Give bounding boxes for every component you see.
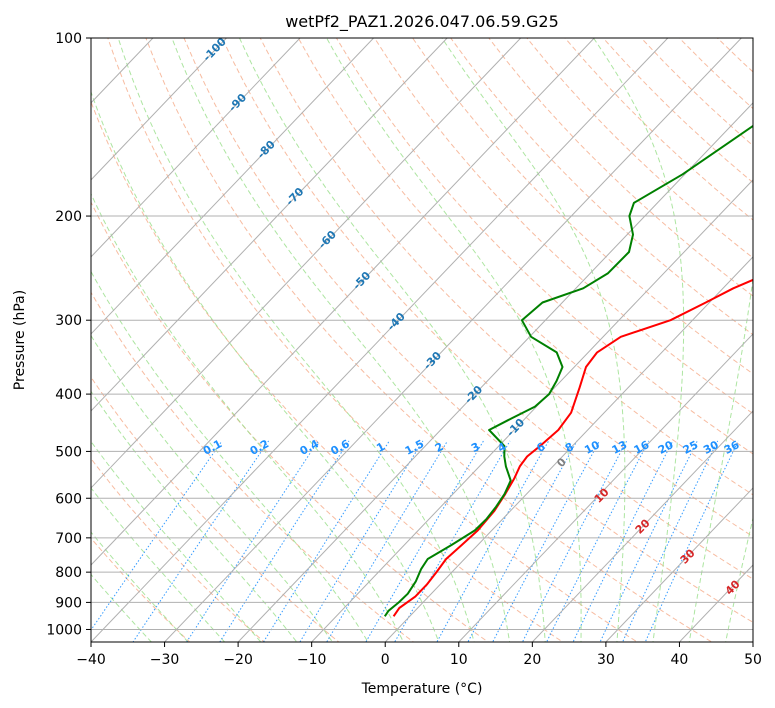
isotherm-line	[531, 410, 753, 642]
mixing-ratio-line	[219, 440, 350, 642]
sounding-profiles	[383, 124, 753, 617]
plot-frame	[90, 37, 754, 643]
moist-adiabat	[725, 515, 753, 642]
isotherm-line	[91, 38, 522, 489]
mixing-ratio-label: 36	[722, 438, 742, 457]
dry-adiabat	[374, 38, 753, 415]
mixing-ratio-line	[394, 440, 511, 642]
isotherm-line	[458, 333, 753, 642]
mixing-ratio-label: 13	[610, 438, 630, 457]
mixing-ratio-line	[622, 440, 719, 642]
y-tick-label: 600	[55, 491, 82, 507]
y-tick-label: 800	[55, 565, 82, 581]
moist-adiabat	[441, 38, 626, 642]
y-tick-label: 200	[55, 209, 82, 225]
x-tick-label: −30	[150, 652, 180, 668]
x-tick-label: 20	[523, 652, 541, 668]
x-tick-label: 30	[597, 652, 615, 668]
chart-title: wetPf2_PAZ1.2026.047.06.59.G25	[285, 12, 559, 32]
mixing-ratio-line	[326, 440, 448, 642]
axis-ticks: −40 −30 −20 −10 0 10 20 30 40 50 100 200 300 400 500 60…	[46, 31, 762, 668]
mixing-ratio-label: 20	[656, 438, 676, 457]
moist-adiabat	[326, 38, 582, 642]
x-tick-label: −10	[297, 652, 327, 668]
y-tick-label: 700	[55, 531, 82, 547]
isotherm-line	[91, 38, 448, 412]
y-tick-label: 300	[55, 313, 82, 329]
dry-adiabat	[488, 38, 753, 297]
moist-adiabat	[688, 38, 753, 642]
isotherm-line	[91, 38, 374, 335]
x-tick-label: −20	[223, 652, 253, 668]
x-tick-label: 10	[450, 652, 468, 668]
dry-adiabat	[450, 38, 753, 336]
mixing-ratio-line	[467, 440, 578, 642]
moist-adiabat	[593, 38, 685, 642]
dry-adiabat	[91, 537, 191, 642]
moist-adiabat	[91, 334, 334, 642]
mixing-ratio-line	[521, 440, 628, 642]
isotherm-line	[164, 38, 742, 642]
isotherm-line	[237, 102, 753, 642]
x-axis-title: Temperature (°C)	[361, 681, 483, 697]
pressure-gridlines	[91, 38, 753, 642]
y-axis-title: Pressure (hPa)	[12, 290, 28, 390]
mixing-ratio-label: 30	[701, 438, 721, 457]
moist-adiabat	[171, 38, 511, 642]
y-tick-label: 500	[55, 444, 82, 460]
temperature-line	[392, 278, 753, 617]
mixing-ratio-label: 10	[582, 438, 602, 457]
mixing-ratio-label: 16	[632, 438, 652, 457]
y-tick-label: 1000	[46, 622, 82, 638]
isotherm-line	[384, 256, 753, 642]
dry-adiabat	[91, 291, 415, 642]
isotherm-line	[91, 38, 227, 181]
x-tick-label: 50	[744, 652, 762, 668]
dewpoint-line	[383, 124, 753, 617]
mixing-ratio-line	[644, 440, 739, 642]
x-tick-label: 40	[671, 652, 689, 668]
dry-adiabat	[335, 38, 753, 455]
moist-adiabat	[91, 270, 369, 642]
mixing-ratio-line	[436, 440, 550, 642]
mixing-ratio-line	[546, 440, 650, 642]
moist-adiabat	[91, 440, 262, 642]
y-tick-label: 100	[55, 31, 82, 47]
isotherm-line	[311, 179, 753, 642]
dry-adiabat	[183, 38, 753, 623]
isotherm-line	[91, 38, 669, 642]
moist-adiabat	[117, 38, 475, 642]
mixing-ratio-line	[492, 440, 600, 642]
moist-adiabat	[91, 390, 298, 642]
mixing-ratio-line	[299, 440, 424, 642]
mixing-ratio-label: 25	[681, 438, 701, 457]
mixing-ratio-line	[365, 440, 484, 642]
isotherm-line	[605, 487, 753, 642]
x-tick-label: −40	[76, 652, 106, 668]
mixing-ratio-line	[132, 440, 270, 642]
moist-adiabat	[91, 192, 405, 642]
isotherm-line	[91, 38, 301, 258]
y-tick-label: 400	[55, 387, 82, 403]
x-tick-label: 0	[381, 652, 390, 668]
isotherm-line	[91, 38, 595, 566]
y-tick-label: 900	[55, 595, 82, 611]
